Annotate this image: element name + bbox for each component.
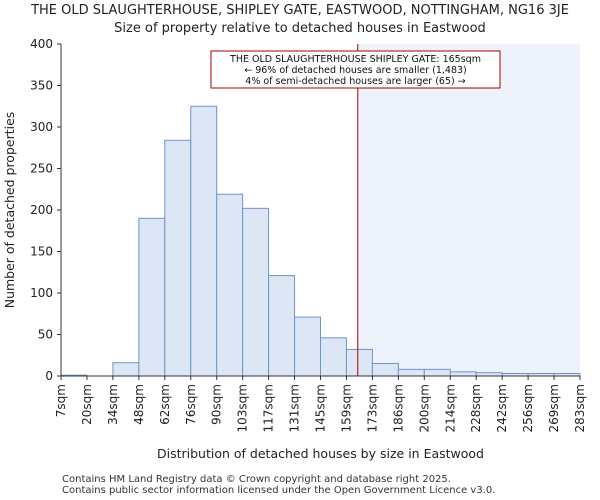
x-tick-label-103sqm: 103sqm — [236, 384, 250, 432]
bar-62sqm — [164, 139, 192, 377]
annotation-line-3: 4% of semi-detached houses are larger (6… — [245, 76, 465, 87]
x-tick-label-62sqm: 62sqm — [158, 384, 172, 425]
x-tick-label-131sqm: 131sqm — [288, 384, 302, 432]
bar-48sqm — [138, 217, 166, 377]
x-tick-label-34sqm: 34sqm — [106, 384, 120, 425]
x-tick-label-7sqm: 7sqm — [54, 384, 68, 417]
bar-186sqm — [397, 368, 425, 377]
x-tick-label-214sqm: 214sqm — [443, 384, 457, 432]
footer-licence: Contains public sector information licen… — [62, 485, 496, 496]
x-tick-label-242sqm: 242sqm — [495, 384, 509, 432]
x-tick-label-159sqm: 159sqm — [339, 384, 353, 432]
annotation-box — [210, 50, 501, 89]
x-tick-label-173sqm: 173sqm — [365, 384, 379, 432]
x-tick-label-76sqm: 76sqm — [184, 384, 198, 425]
y-tick-label-400: 400 — [30, 37, 53, 51]
chart-title: THE OLD SLAUGHTERHOUSE, SHIPLEY GATE, EA… — [31, 3, 569, 18]
bar-34sqm — [112, 362, 140, 377]
bar-131sqm — [294, 316, 321, 377]
x-tick-label-269sqm: 269sqm — [547, 384, 561, 432]
x-tick-label-228sqm: 228sqm — [469, 384, 483, 432]
x-tick-label-283sqm: 283sqm — [573, 384, 587, 432]
bar-90sqm — [216, 193, 244, 377]
y-tick-label-50: 50 — [38, 328, 53, 342]
y-tick-label-0: 0 — [45, 369, 53, 383]
x-tick-label-20sqm: 20sqm — [80, 384, 94, 425]
bar-145sqm — [320, 337, 347, 377]
bar-117sqm — [268, 275, 296, 377]
x-tick-label-256sqm: 256sqm — [521, 384, 535, 432]
x-tick-label-145sqm: 145sqm — [314, 384, 328, 432]
y-tick-label-250: 250 — [30, 162, 53, 176]
bar-173sqm — [371, 363, 399, 377]
x-tick-label-48sqm: 48sqm — [132, 384, 146, 425]
x-tick-label-200sqm: 200sqm — [417, 384, 431, 432]
bar-103sqm — [242, 207, 270, 377]
histogram-chart: 0 50 100 150 200 250 300 350 400 7sqm 20sqm 34sqm 48… — [2, 37, 587, 461]
y-axis-title: Number of detached properties — [2, 112, 17, 309]
bar-159sqm — [345, 348, 373, 377]
y-tick-label-100: 100 — [30, 286, 53, 300]
x-axis-title: Distribution of detached houses by size … — [157, 446, 484, 461]
y-tick-label-350: 350 — [30, 79, 53, 93]
bar-76sqm — [190, 105, 218, 377]
highlight-region — [357, 44, 580, 376]
y-tick-label-300: 300 — [30, 120, 53, 134]
x-tick-label-90sqm: 90sqm — [210, 384, 224, 425]
y-tick-label-150: 150 — [30, 245, 53, 259]
bar-200sqm — [423, 368, 451, 377]
x-tick-label-117sqm: 117sqm — [262, 384, 276, 432]
x-tick-label-186sqm: 186sqm — [391, 384, 405, 432]
annotation-line-2: ← 96% of detached houses are smaller (1,… — [244, 65, 467, 76]
footer-copyright: Contains HM Land Registry data © Crown c… — [62, 474, 451, 485]
annotation-line-1: THE OLD SLAUGHTERHOUSE SHIPLEY GATE: 165… — [229, 54, 481, 65]
chart-subtitle: Size of property relative to detached ho… — [114, 21, 486, 36]
y-tick-label-200: 200 — [30, 203, 53, 217]
bar-214sqm — [449, 371, 477, 377]
